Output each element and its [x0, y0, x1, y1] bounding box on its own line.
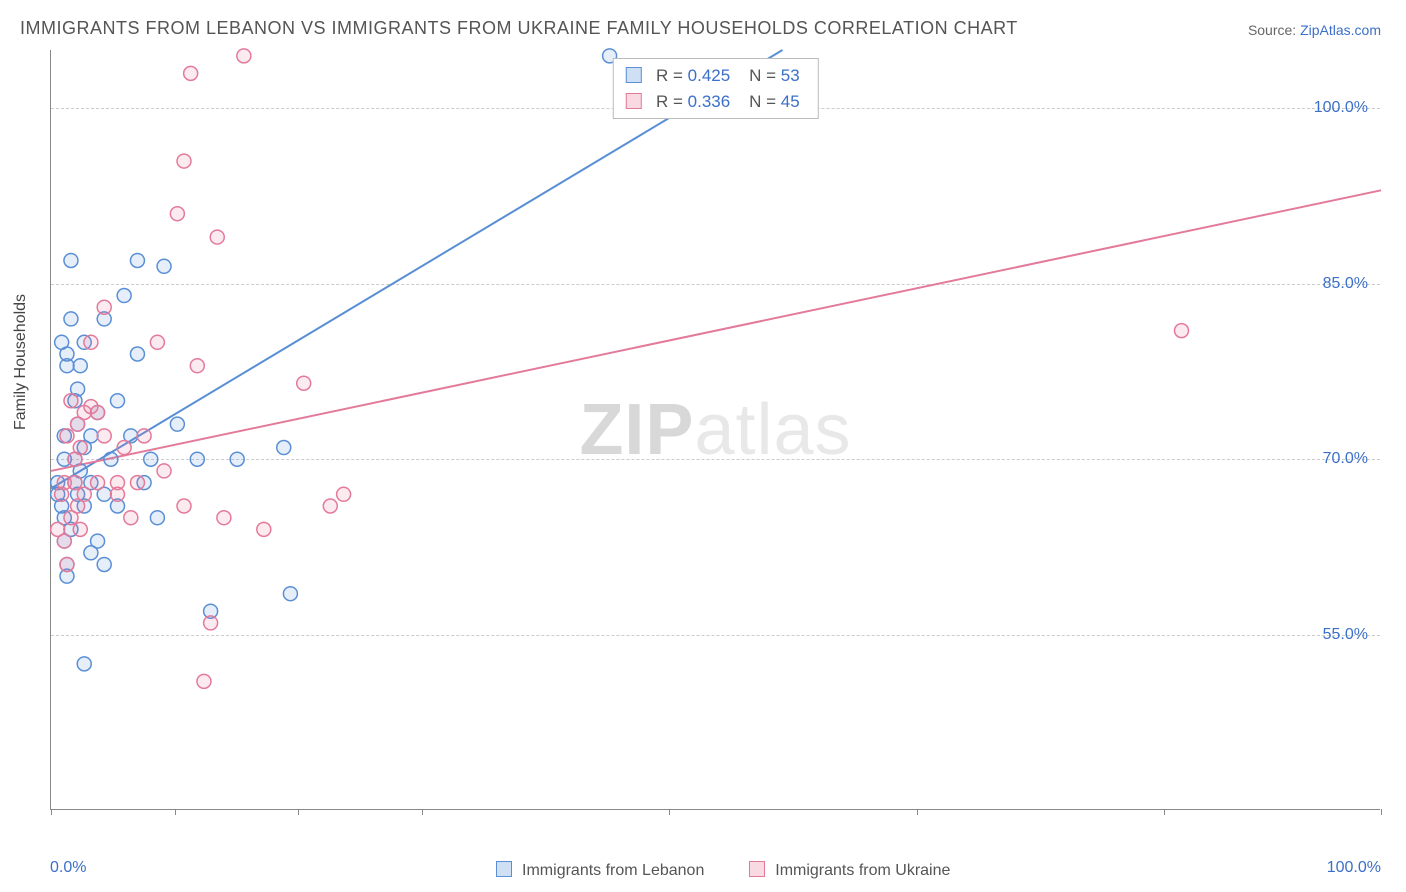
- lebanon-point: [77, 657, 91, 671]
- ukraine-point: [177, 499, 191, 513]
- ukraine-point: [91, 405, 105, 419]
- lebanon-point: [157, 259, 171, 273]
- lebanon-point: [73, 359, 87, 373]
- source-label: Source:: [1248, 22, 1300, 38]
- ukraine-point: [64, 394, 78, 408]
- stats-row-ukraine: R = 0.336 N = 45: [625, 89, 799, 115]
- n-label: N =: [749, 92, 776, 111]
- source-attribution: Source: ZipAtlas.com: [1248, 22, 1381, 38]
- ukraine-point: [177, 154, 191, 168]
- ukraine-point: [210, 230, 224, 244]
- ukraine-point: [137, 429, 151, 443]
- x-tick: [669, 809, 670, 815]
- x-tick: [422, 809, 423, 815]
- ukraine-point: [197, 674, 211, 688]
- ukraine-point: [111, 476, 125, 490]
- lebanon-point: [130, 253, 144, 267]
- r-label: R =: [656, 66, 683, 85]
- x-tick: [1381, 809, 1382, 815]
- source-link[interactable]: ZipAtlas.com: [1300, 22, 1381, 38]
- lebanon-point: [144, 452, 158, 466]
- ukraine-point: [117, 441, 131, 455]
- ukraine-point: [323, 499, 337, 513]
- ukraine-point: [190, 359, 204, 373]
- ukraine-point: [257, 522, 271, 536]
- lebanon-point: [190, 452, 204, 466]
- ukraine-n-value: 45: [781, 92, 800, 111]
- ukraine-point: [68, 476, 82, 490]
- ukraine-point: [97, 429, 111, 443]
- lebanon-legend-swatch-icon: [496, 861, 512, 877]
- ukraine-point: [204, 616, 218, 630]
- lebanon-point: [150, 511, 164, 525]
- lebanon-legend-label: Immigrants from Lebanon: [522, 862, 704, 879]
- lebanon-point: [60, 347, 74, 361]
- lebanon-point: [111, 394, 125, 408]
- lebanon-r-value: 0.425: [688, 66, 731, 85]
- ukraine-point: [57, 534, 71, 548]
- legend-bottom: Immigrants from Lebanon Immigrants from …: [0, 861, 1406, 880]
- lebanon-point: [130, 347, 144, 361]
- ukraine-point: [130, 476, 144, 490]
- ukraine-point: [60, 429, 74, 443]
- r-label: R =: [656, 92, 683, 111]
- lebanon-point: [230, 452, 244, 466]
- lebanon-point: [277, 441, 291, 455]
- scatter-svg: [51, 50, 1380, 809]
- ukraine-point: [297, 376, 311, 390]
- ukraine-point: [337, 487, 351, 501]
- x-tick: [175, 809, 176, 815]
- stats-legend-box: R = 0.425 N = 53 R = 0.336 N = 45: [612, 58, 818, 119]
- ukraine-point: [60, 557, 74, 571]
- lebanon-point: [283, 587, 297, 601]
- ukraine-point: [73, 441, 87, 455]
- lebanon-point: [64, 253, 78, 267]
- ukraine-point: [150, 335, 164, 349]
- ukraine-point: [184, 66, 198, 80]
- ukraine-legend-swatch-icon: [749, 861, 765, 877]
- lebanon-point: [104, 452, 118, 466]
- y-axis-title: Family Households: [12, 294, 30, 430]
- x-tick: [917, 809, 918, 815]
- lebanon-swatch-icon: [625, 67, 641, 83]
- ukraine-r-value: 0.336: [688, 92, 731, 111]
- lebanon-point: [97, 557, 111, 571]
- ukraine-legend-label: Immigrants from Ukraine: [775, 862, 950, 879]
- x-tick: [1164, 809, 1165, 815]
- chart-title: IMMIGRANTS FROM LEBANON VS IMMIGRANTS FR…: [20, 18, 1018, 39]
- ukraine-point: [91, 476, 105, 490]
- lebanon-point: [91, 534, 105, 548]
- lebanon-point: [117, 289, 131, 303]
- ukraine-point: [84, 335, 98, 349]
- ukraine-point: [124, 511, 138, 525]
- ukraine-point: [97, 300, 111, 314]
- lebanon-n-value: 53: [781, 66, 800, 85]
- ukraine-point: [237, 49, 251, 63]
- lebanon-point: [64, 312, 78, 326]
- ukraine-swatch-icon: [625, 93, 641, 109]
- ukraine-point: [170, 207, 184, 221]
- ukraine-point: [73, 522, 87, 536]
- lebanon-point: [170, 417, 184, 431]
- lebanon-point: [84, 429, 98, 443]
- stats-row-lebanon: R = 0.425 N = 53: [625, 63, 799, 89]
- ukraine-point: [157, 464, 171, 478]
- ukraine-point: [217, 511, 231, 525]
- x-tick: [51, 809, 52, 815]
- ukraine-point: [1175, 324, 1189, 338]
- x-tick: [298, 809, 299, 815]
- ukraine-point: [77, 487, 91, 501]
- plot-area: 55.0%70.0%85.0%100.0% ZIPatlas R = 0.425…: [50, 50, 1380, 810]
- n-label: N =: [749, 66, 776, 85]
